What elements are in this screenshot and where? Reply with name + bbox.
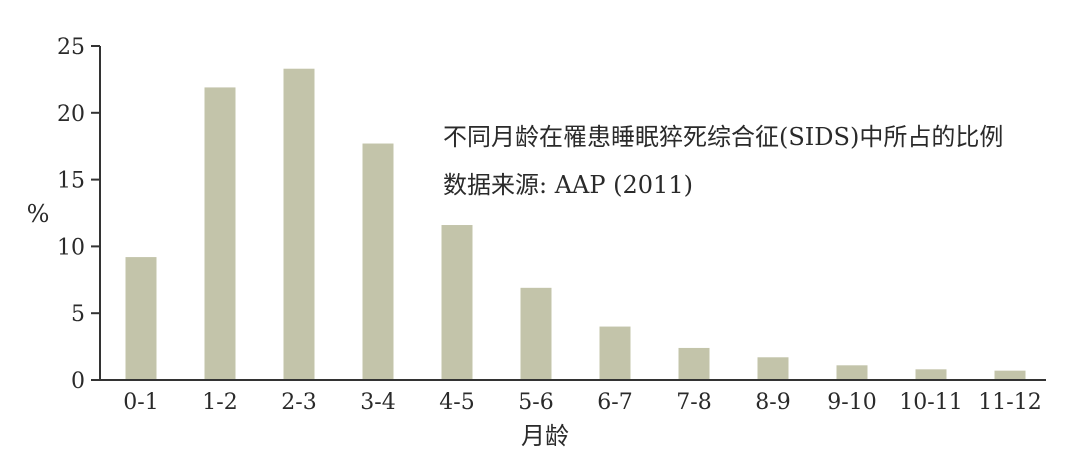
x-tick-label: 7-8 bbox=[676, 390, 711, 415]
bar bbox=[678, 347, 710, 380]
bar bbox=[836, 365, 868, 380]
bar bbox=[283, 68, 315, 380]
y-axis-title: % bbox=[27, 200, 50, 228]
y-tick-label: 5 bbox=[71, 302, 85, 327]
bar bbox=[994, 370, 1026, 380]
x-tick-label: 3-4 bbox=[360, 390, 395, 415]
x-tick-label: 9-10 bbox=[827, 390, 876, 415]
bar bbox=[757, 357, 789, 380]
bar bbox=[599, 326, 631, 380]
bar bbox=[204, 87, 236, 380]
x-tick-label: 10-11 bbox=[899, 390, 962, 415]
y-tick-label: 25 bbox=[57, 35, 85, 60]
bar bbox=[125, 257, 157, 380]
chart-source: 数据来源: AAP (2011) bbox=[443, 171, 693, 199]
x-tick-label: 6-7 bbox=[597, 390, 632, 415]
x-axis-labels: 0-1 1-2 2-3 3-4 4-5 5-6 6-7 7-8 8-9 9-10 10-11 11-1… bbox=[123, 390, 1041, 415]
x-tick-label: 1-2 bbox=[202, 390, 237, 415]
x-tick-label: 8-9 bbox=[755, 390, 790, 415]
bar bbox=[362, 143, 394, 380]
x-tick-label: 0-1 bbox=[123, 390, 158, 415]
y-axis-ticks: 0 5 10 15 20 25 bbox=[57, 35, 100, 394]
y-tick-label: 10 bbox=[57, 235, 85, 260]
y-tick-label: 0 bbox=[71, 369, 85, 394]
bar bbox=[915, 369, 947, 380]
x-tick-label: 5-6 bbox=[518, 390, 553, 415]
chart-title: 不同月龄在罹患睡眠猝死综合征(SIDS)中所占的比例 bbox=[443, 123, 1003, 151]
bar bbox=[520, 287, 552, 380]
x-axis-title: 月龄 bbox=[521, 422, 569, 450]
bar bbox=[441, 225, 473, 380]
x-tick-label: 11-12 bbox=[978, 390, 1041, 415]
bars-group bbox=[125, 68, 1026, 380]
x-tick-label: 2-3 bbox=[281, 390, 316, 415]
x-tick-label: 4-5 bbox=[439, 390, 474, 415]
y-tick-label: 15 bbox=[57, 169, 85, 194]
y-tick-label: 20 bbox=[57, 102, 85, 127]
